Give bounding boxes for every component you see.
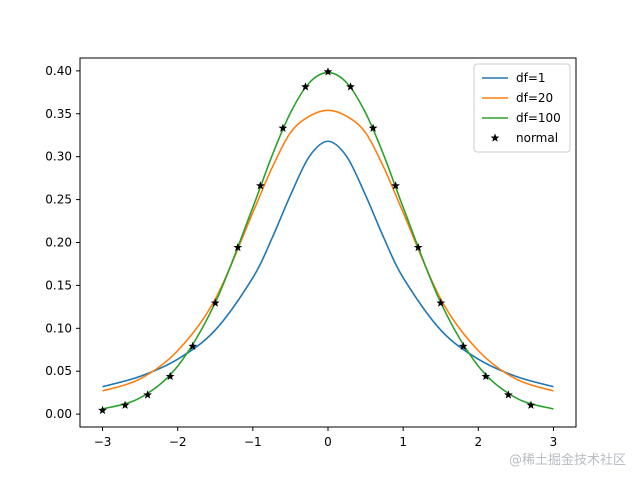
data-point xyxy=(346,82,355,91)
x-tick-label: 0 xyxy=(324,435,332,449)
data-point xyxy=(301,82,310,91)
data-point xyxy=(255,181,265,190)
legend-item: df=100 xyxy=(482,111,561,125)
legend-box xyxy=(473,63,571,153)
x-axis: −3 −2 −1 0 1 2 3 xyxy=(94,427,558,449)
legend-label: df=100 xyxy=(516,111,561,125)
series-df-20 xyxy=(102,109,554,392)
x-tick-label: −3 xyxy=(94,435,112,449)
data-point xyxy=(413,242,423,252)
watermark: @稀土掘金技术社区 xyxy=(508,453,626,468)
y-tick-label: 0.15 xyxy=(45,278,72,292)
data-point xyxy=(368,123,378,132)
series-line xyxy=(102,109,554,392)
legend-item: df=20 xyxy=(482,91,553,105)
legend-item: df=1 xyxy=(482,71,546,85)
series-normal xyxy=(98,67,536,415)
data-point xyxy=(458,341,468,351)
y-tick-label: 0.40 xyxy=(45,64,72,78)
y-tick-label: 0.05 xyxy=(45,364,72,378)
data-point xyxy=(98,405,107,415)
x-tick-label: −2 xyxy=(169,435,187,449)
data-point xyxy=(391,181,401,190)
data-point xyxy=(481,371,491,381)
y-tick-label: 0.00 xyxy=(45,407,72,421)
y-tick-label: 0.35 xyxy=(45,107,72,121)
x-tick-label: −1 xyxy=(244,435,262,449)
data-point xyxy=(210,298,220,307)
y-tick-label: 0.25 xyxy=(45,193,72,207)
data-point xyxy=(188,341,198,351)
data-point xyxy=(526,400,536,409)
data-point xyxy=(278,123,288,132)
data-point xyxy=(165,371,175,381)
legend: df=1 df=20 df=100 normal xyxy=(473,63,571,153)
x-tick-label: 3 xyxy=(550,435,558,449)
legend-label: df=20 xyxy=(516,91,553,105)
series-df-1 xyxy=(102,140,554,388)
x-tick-label: 1 xyxy=(399,435,407,449)
data-point xyxy=(436,298,446,307)
data-point xyxy=(120,400,130,409)
data-point xyxy=(503,390,513,399)
x-tick-label: 2 xyxy=(474,435,482,449)
y-axis: 0.00 0.05 0.10 0.15 0.20 0.25 0.30 0.35 0.40 xyxy=(45,64,80,421)
series-layer xyxy=(98,67,554,415)
y-tick-label: 0.10 xyxy=(45,321,72,335)
data-point xyxy=(233,242,243,252)
legend-item: normal xyxy=(490,131,558,145)
data-point xyxy=(323,67,333,76)
y-tick-label: 0.30 xyxy=(45,150,72,164)
legend-label: df=1 xyxy=(516,71,546,85)
series-line xyxy=(102,140,554,388)
legend-label: normal xyxy=(516,131,558,145)
data-point xyxy=(143,390,153,399)
legend-marker-swatch xyxy=(490,133,500,142)
y-tick-label: 0.20 xyxy=(45,236,72,250)
